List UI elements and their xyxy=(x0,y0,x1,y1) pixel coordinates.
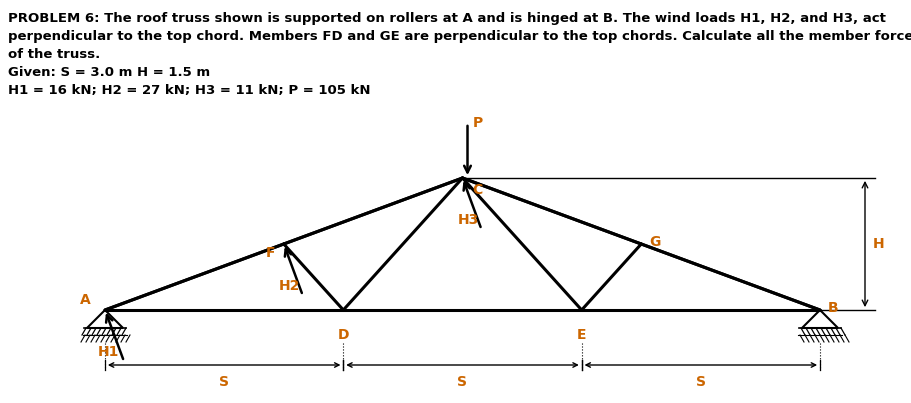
Text: D: D xyxy=(337,328,349,342)
Text: S: S xyxy=(457,375,467,389)
Text: Given: S = 3.0 m H = 1.5 m: Given: S = 3.0 m H = 1.5 m xyxy=(8,66,210,79)
Text: G: G xyxy=(649,235,660,249)
Text: S: S xyxy=(695,375,705,389)
Text: F: F xyxy=(266,246,275,260)
Text: perpendicular to the top chord. Members FD and GE are perpendicular to the top c: perpendicular to the top chord. Members … xyxy=(8,30,911,43)
Text: PROBLEM 6: The roof truss shown is supported on rollers at A and is hinged at B.: PROBLEM 6: The roof truss shown is suppo… xyxy=(8,12,885,25)
Text: B: B xyxy=(827,301,838,315)
Text: H1 = 16 kN; H2 = 27 kN; H3 = 11 kN; P = 105 kN: H1 = 16 kN; H2 = 27 kN; H3 = 11 kN; P = … xyxy=(8,84,370,97)
Text: H1: H1 xyxy=(97,345,119,359)
Text: E: E xyxy=(577,328,586,342)
Text: S: S xyxy=(219,375,229,389)
Text: H2: H2 xyxy=(278,278,300,293)
Text: P: P xyxy=(472,116,482,130)
Text: H3: H3 xyxy=(456,213,478,226)
Text: C: C xyxy=(472,183,482,197)
Text: A: A xyxy=(80,293,91,307)
Text: of the truss.: of the truss. xyxy=(8,48,100,61)
Text: H: H xyxy=(872,237,884,251)
